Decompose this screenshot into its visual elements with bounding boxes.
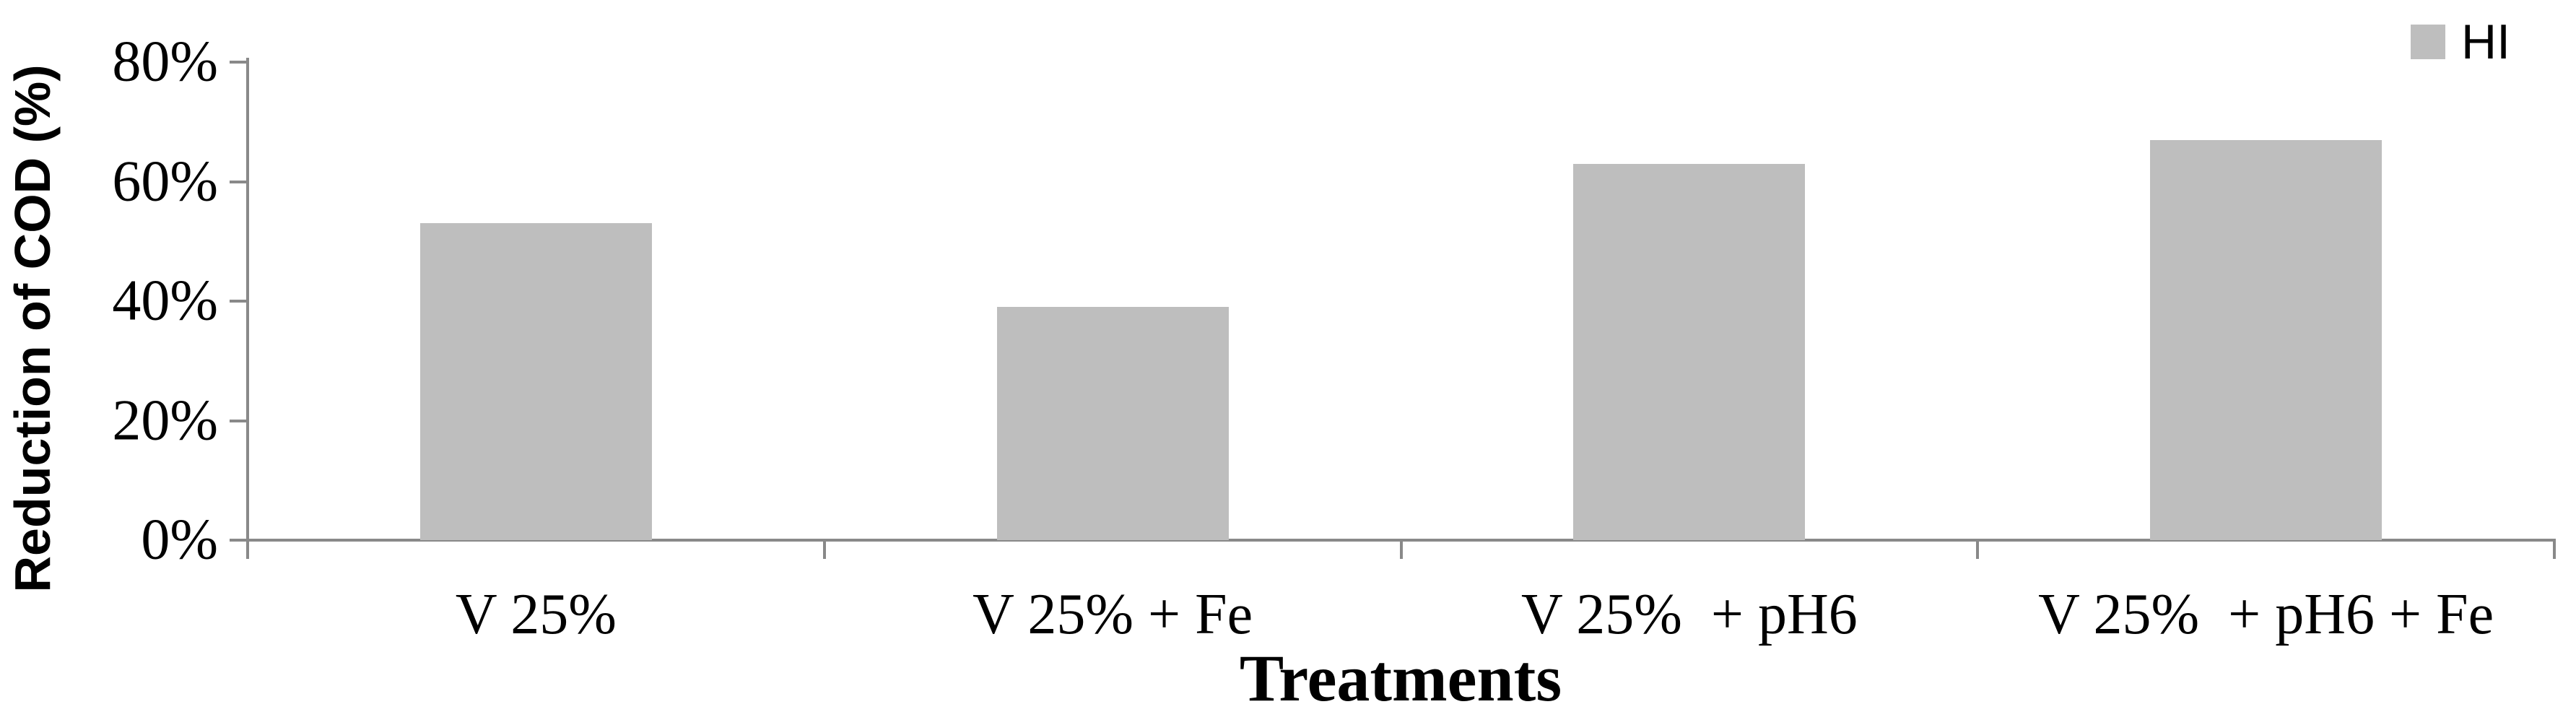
x-category-label: V 25% + pH6 + Fe bbox=[2038, 583, 2494, 646]
bar bbox=[996, 307, 1229, 540]
y-tick-label: 80% bbox=[112, 30, 218, 94]
legend: HI bbox=[2411, 17, 2510, 66]
y-axis-line bbox=[246, 58, 249, 559]
x-tick bbox=[246, 540, 249, 559]
x-axis-title: Treatments bbox=[1239, 641, 1562, 712]
x-category-label: V 25% bbox=[455, 583, 617, 646]
x-tick bbox=[1399, 540, 1403, 559]
x-tick bbox=[822, 540, 826, 559]
bar bbox=[1573, 163, 1806, 540]
y-tick-label: 0% bbox=[141, 508, 218, 572]
legend-swatch-hi bbox=[2411, 25, 2445, 59]
y-tick bbox=[230, 180, 248, 183]
y-tick-label: 60% bbox=[112, 149, 218, 213]
x-category-label: V 25% + pH6 bbox=[1520, 583, 1858, 646]
bar bbox=[419, 223, 652, 540]
x-tick bbox=[2553, 540, 2556, 559]
y-tick-label: 40% bbox=[112, 269, 218, 333]
y-tick bbox=[230, 539, 248, 542]
x-category-label: V 25% + Fe bbox=[972, 583, 1253, 646]
y-tick bbox=[230, 61, 248, 64]
y-tick bbox=[230, 300, 248, 303]
x-tick bbox=[1976, 540, 1980, 559]
bar bbox=[2150, 139, 2383, 540]
y-tick-label: 20% bbox=[112, 388, 218, 452]
y-tick bbox=[230, 419, 248, 422]
legend-label-hi: HI bbox=[2461, 14, 2510, 69]
